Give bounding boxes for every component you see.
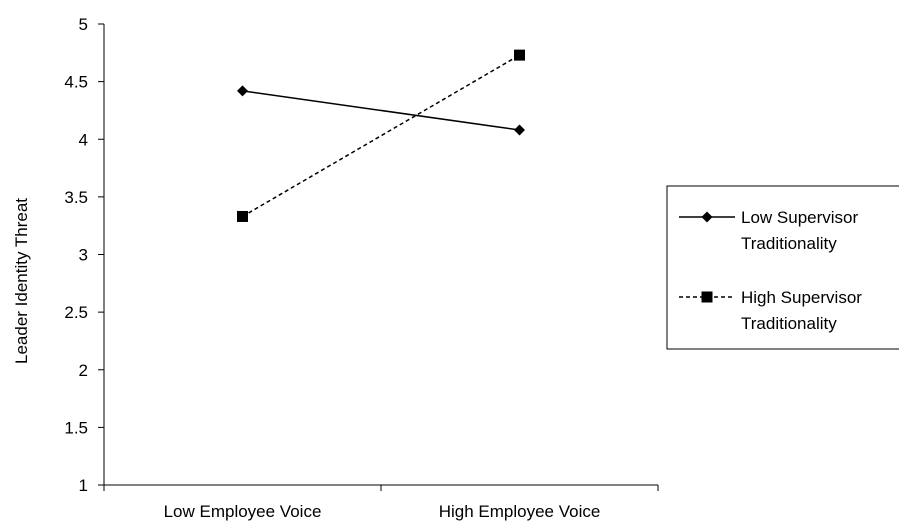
y-tick-labels: 1 1.5 2 2.5 3 3.5 4 4.5 5 (64, 15, 88, 495)
y-tick-label: 3 (79, 246, 88, 265)
legend-label: Low Supervisor (741, 208, 859, 227)
legend-box (666, 185, 899, 350)
legend-label: High Supervisor (741, 288, 862, 307)
y-tick-label: 2 (79, 361, 88, 380)
series-0-point (514, 124, 525, 136)
y-tick-label: 1.5 (64, 418, 88, 437)
legend-label: Traditionality (741, 314, 837, 333)
series-line-1 (242, 54, 520, 218)
series-line-0 (242, 90, 520, 131)
legend: Low Supervisor Traditionality High Supervi… (666, 185, 899, 350)
y-tick-label: 5 (79, 15, 88, 34)
x-tick-label: Low Employee Voice (164, 502, 322, 521)
series-0-point (237, 85, 248, 97)
legend-marker (701, 291, 713, 303)
y-tick-label: 3.5 (64, 188, 88, 207)
series-1-point (514, 49, 525, 61)
legend-marker (701, 211, 713, 223)
y-tick-label: 4.5 (64, 73, 88, 92)
y-tick-label: 2.5 (64, 303, 88, 322)
series-1-point (237, 210, 248, 222)
legend-label: Traditionality (741, 234, 837, 253)
axes (98, 23, 659, 491)
y-tick-label: 4 (79, 130, 88, 149)
y-axis-label: Leader Identity Threat (12, 198, 31, 364)
series-group (237, 49, 525, 222)
x-tick-label: High Employee Voice (439, 502, 601, 521)
y-tick-label: 1 (79, 476, 88, 495)
x-tick-labels: Low Employee Voice High Employee Voice (164, 502, 601, 521)
